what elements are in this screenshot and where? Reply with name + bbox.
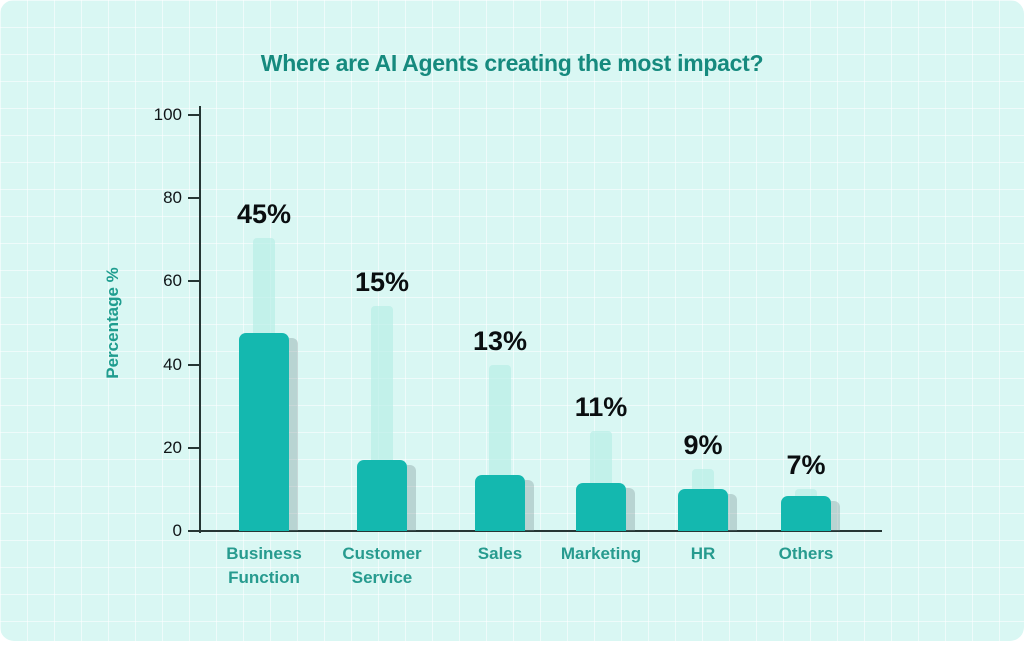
bar-value-label-business-function: 45% <box>236 198 292 229</box>
bar-value-label-customer-service: 15% <box>354 267 410 298</box>
y-tick-label-100: 100 <box>153 105 182 124</box>
bar-others <box>781 495 840 532</box>
y-tick-label-40: 40 <box>163 354 182 374</box>
y-tick-100 <box>188 114 200 116</box>
y-tick-0 <box>188 530 200 532</box>
y-tick-80 <box>188 197 200 200</box>
x-axis-label-marketing: Marketing <box>560 544 642 563</box>
y-tick-label-80: 80 <box>163 188 182 208</box>
bar-value-label-marketing: 11% <box>574 392 628 423</box>
bar-value-label-hr: 9% <box>683 429 723 460</box>
bar-sales <box>475 474 534 532</box>
x-axis-label-customer-service: Customer Service <box>342 544 422 587</box>
y-tick-40 <box>188 363 200 366</box>
bar-value-label-sales: 13% <box>472 325 528 356</box>
bar-marketing <box>576 483 635 531</box>
y-tick-20 <box>188 446 200 449</box>
x-axis-label-hr: HR <box>690 544 716 563</box>
x-axis-label-others: Others <box>778 544 834 563</box>
y-tick-label-20: 20 <box>163 437 182 457</box>
bar-hr <box>678 489 737 531</box>
y-axis-title: Percentage % <box>103 267 122 379</box>
x-axis-label-business-function: Business Function <box>226 544 302 587</box>
y-tick-60 <box>188 280 200 283</box>
x-axis-label-sales: Sales <box>477 544 523 563</box>
bar-customer-service <box>357 460 416 531</box>
y-tick-label-0: 0 <box>172 521 182 540</box>
bar-value-label-others: 7% <box>786 450 826 481</box>
bar-business-function <box>239 333 298 531</box>
x-axis-line <box>199 530 882 532</box>
y-axis-line <box>199 106 201 533</box>
chart-title: Where are AI Agents creating the most im… <box>260 50 764 76</box>
y-tick-label-60: 60 <box>163 271 182 291</box>
